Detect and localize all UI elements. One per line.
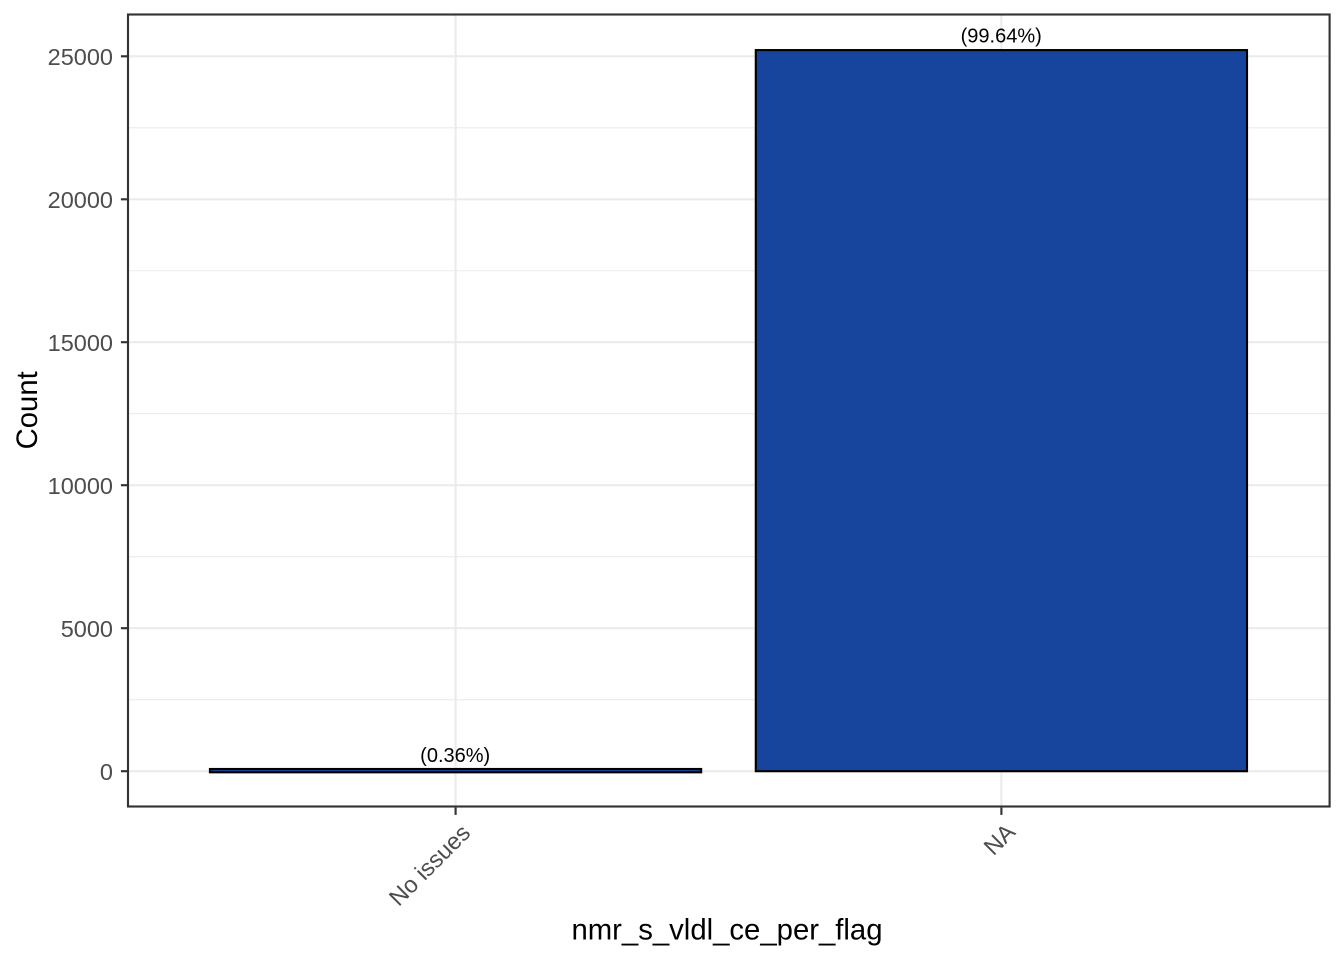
svg-text:(99.64%): (99.64%): [961, 26, 1042, 48]
svg-text:25000: 25000: [48, 44, 113, 70]
svg-text:5000: 5000: [61, 616, 113, 642]
svg-text:10000: 10000: [48, 473, 113, 499]
svg-text:(0.36%): (0.36%): [420, 745, 490, 767]
svg-text:15000: 15000: [48, 330, 113, 356]
svg-text:nmr_s_vldl_ce_per_flag: nmr_s_vldl_ce_per_flag: [571, 914, 882, 947]
svg-text:Count: Count: [11, 371, 44, 449]
svg-text:20000: 20000: [48, 187, 113, 213]
svg-text:0: 0: [100, 759, 113, 785]
